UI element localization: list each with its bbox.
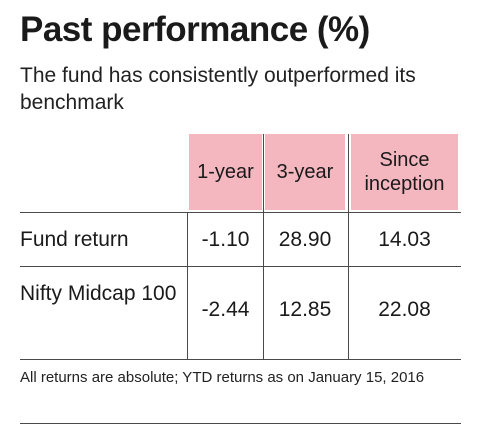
table-rule-bottom: [20, 359, 461, 360]
table-cell: -2.44: [201, 298, 250, 321]
row-label: Fund return: [20, 228, 129, 251]
col-header-since-inception: Since inception: [351, 134, 458, 210]
col-header-label: 1-year: [197, 161, 254, 183]
column-divider: [263, 134, 264, 359]
column-divider: [187, 212, 188, 359]
col-header-3-year: 3-year: [265, 134, 345, 210]
table-cell: 12.85: [278, 298, 332, 321]
chart-subtitle: The fund has consistently outperformed i…: [20, 64, 416, 114]
table-cell: -1.10: [201, 228, 250, 251]
table-cell: 28.90: [278, 228, 332, 251]
table-cell: 14.03: [378, 228, 431, 251]
chart-title: Past performance (%): [20, 10, 370, 49]
column-divider: [348, 134, 349, 359]
col-header-1-year: 1-year: [189, 134, 262, 210]
col-header-label: 3-year: [276, 161, 334, 183]
table-cell: 22.08: [378, 298, 431, 321]
footer-rule: [20, 423, 461, 424]
row-label: Nifty Midcap 100: [20, 282, 177, 305]
col-header-label: Since inception: [364, 149, 445, 195]
footnote: All returns are absolute; YTD returns as…: [20, 369, 425, 386]
table-rule-middle: [20, 266, 461, 267]
table-rule-top: [20, 212, 461, 213]
